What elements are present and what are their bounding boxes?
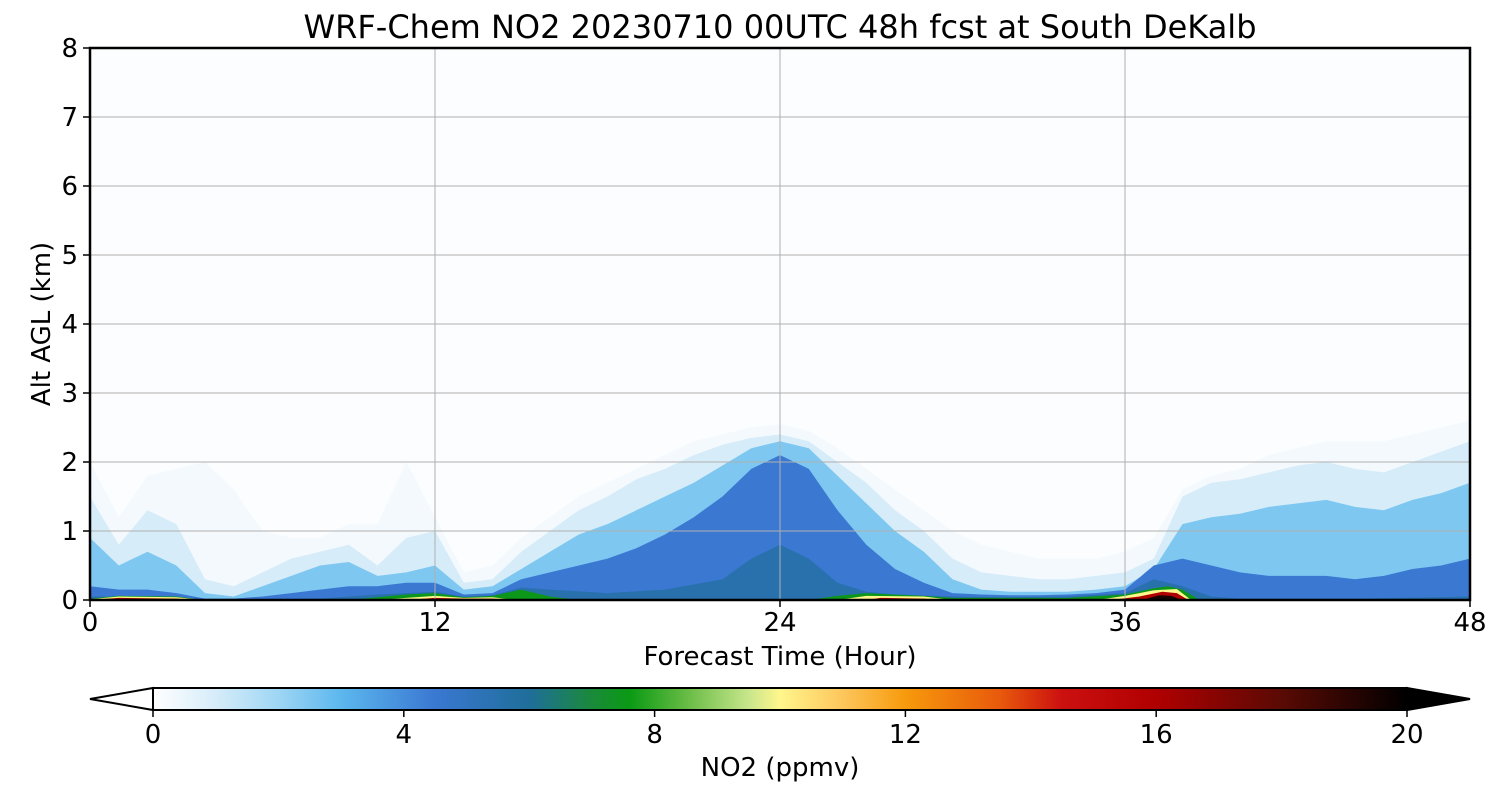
y-tick-label: 5 <box>61 241 78 271</box>
colorbar-ticks: 0 4 8 12 16 20 <box>145 710 1424 750</box>
y-tick-label: 4 <box>61 310 78 340</box>
x-tick-label: 36 <box>1108 608 1141 638</box>
y-tick-label: 7 <box>61 103 78 133</box>
colorbar-body <box>152 687 1408 711</box>
x-tick-label: 0 <box>82 608 99 638</box>
x-axis-ticks: 0 12 24 36 48 <box>82 600 1487 638</box>
y-tick-label: 6 <box>61 172 78 202</box>
colorbar <box>89 686 1471 712</box>
x-tick-label: 12 <box>418 608 451 638</box>
y-tick-label: 1 <box>61 517 78 547</box>
colorbar-extend-low <box>89 686 154 712</box>
colorbar-tick-label: 12 <box>889 720 922 750</box>
colorbar-tick-label: 16 <box>1140 720 1173 750</box>
chart-title: WRF-Chem NO2 20230710 00UTC 48h fcst at … <box>304 8 1257 46</box>
colorbar-label: NO2 (ppmv) <box>701 753 860 783</box>
y-tick-label: 8 <box>61 34 78 64</box>
x-axis-label: Forecast Time (Hour) <box>643 642 916 672</box>
y-tick-label: 3 <box>61 379 78 409</box>
x-tick-label: 24 <box>763 608 796 638</box>
colorbar-extend-high <box>1406 686 1471 712</box>
y-axis-label: Alt AGL (km) <box>27 242 57 406</box>
colorbar-tick-label: 8 <box>646 720 663 750</box>
y-tick-label: 2 <box>61 448 78 478</box>
colorbar-tick-label: 20 <box>1390 720 1423 750</box>
y-tick-label: 0 <box>61 586 78 616</box>
colorbar-tick-label: 4 <box>396 720 413 750</box>
y-axis-ticks: 0 1 2 3 4 5 6 7 8 <box>61 34 90 616</box>
colorbar-tick-label: 0 <box>145 720 162 750</box>
x-tick-label: 48 <box>1453 608 1486 638</box>
